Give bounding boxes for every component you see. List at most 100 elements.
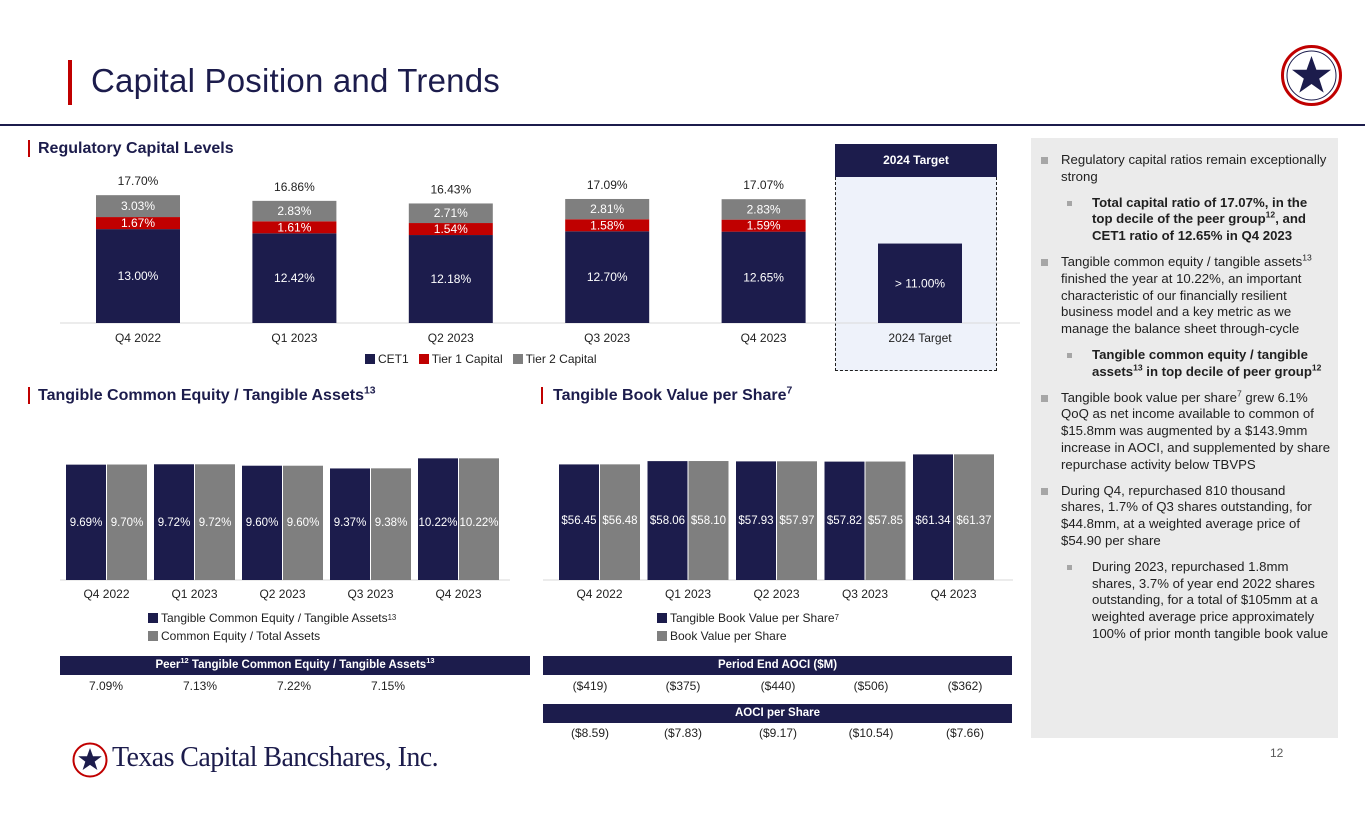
- bar-data-label: 12.65%: [743, 270, 784, 284]
- sub-bullet-item: Total capital ratio of 17.07%, in the to…: [1041, 195, 1331, 245]
- bar-tier-1-capital: [96, 217, 180, 230]
- bar-data-label: 2.83%: [747, 202, 781, 216]
- bar-total-label: 17.70%: [118, 174, 159, 188]
- bar-data-label: $57.85: [868, 515, 903, 527]
- bar-data-label: $58.10: [691, 515, 726, 527]
- aoci-value: ($375): [665, 679, 701, 693]
- x-tick-label: Q4 2022: [576, 587, 622, 601]
- bar-total-label: 17.09%: [587, 178, 628, 192]
- bar-data-label: $56.45: [561, 515, 596, 527]
- x-tick-label: Q1 2023: [171, 587, 217, 601]
- aoci-value: ($362): [947, 679, 983, 693]
- bullet-text: Tangible book value per share: [1061, 389, 1237, 405]
- bar-data-label: 12.18%: [430, 272, 471, 286]
- page-title: Capital Position and Trends: [91, 62, 500, 99]
- peer-value: 7.13%: [182, 679, 218, 693]
- bullet-item: Regulatory capital ratios remain excepti…: [1041, 152, 1331, 186]
- x-tick-label: Q2 2023: [428, 331, 474, 345]
- legend-item: CET1: [365, 352, 409, 366]
- bar-data-label: 2.83%: [277, 204, 311, 218]
- legend-swatch: [365, 354, 375, 364]
- bar-primary: [66, 464, 106, 580]
- bar-data-label: $58.06: [650, 515, 685, 527]
- legend-swatch: [657, 631, 667, 641]
- bar-primary: [824, 461, 865, 580]
- bar-data-label: 9.60%: [287, 517, 320, 529]
- aoci-share-value: ($10.54): [848, 726, 894, 740]
- tce-chart: 9.69% 9.70% Q4 2022 9.72% 9.72% Q1 2023 9.60% 9…: [60, 458, 510, 601]
- bar-primary: [559, 464, 599, 580]
- aoci-value: ($440): [760, 679, 796, 693]
- bullet-text: Total capital ratio of 17.07%, in the to…: [1092, 194, 1308, 227]
- bar-data-label: 13.00%: [118, 269, 159, 283]
- bullet-text: Regulatory capital ratios remain excepti…: [1061, 152, 1327, 184]
- legend-label: Tangible Book Value per Share: [670, 611, 835, 625]
- tce-title-footnote: 13: [363, 385, 376, 397]
- bar-data-label: 9.70%: [111, 517, 144, 529]
- x-tick-label: Q4 2022: [83, 587, 129, 601]
- footer-company-name: Texas Capital Bancshares, Inc.: [112, 742, 439, 773]
- legend-label: Book Value per Share: [670, 629, 787, 643]
- bar-tier-2-capital: [565, 198, 650, 220]
- bar-secondary: [688, 461, 729, 580]
- bar-secondary: [195, 464, 235, 580]
- footer-star-logo-icon: [72, 742, 108, 778]
- bar-data-label: 1.58%: [590, 218, 624, 232]
- tbv-chart: $56.45 $56.48 Q4 2022 $58.06 $58.10 Q1 2023 $5…: [543, 454, 1013, 601]
- bar-primary: [154, 464, 194, 580]
- bar-tier-1-capital: [721, 219, 806, 232]
- aoci-per-share-band: AOCI per Share: [543, 704, 1012, 723]
- x-tick-label: Q2 2023: [259, 587, 305, 601]
- bar-data-label: 2.71%: [434, 206, 468, 220]
- bar-data-label: 1.54%: [434, 222, 468, 236]
- bar-data-label: 9.69%: [70, 517, 103, 529]
- legend-item: Book Value per Share: [657, 629, 839, 643]
- tce-section-title: Tangible Common Equity / Tangible Assets…: [38, 385, 376, 405]
- bar-data-label: 1.67%: [121, 216, 155, 230]
- bar-primary: [330, 468, 370, 580]
- commentary-panel: [1031, 138, 1338, 738]
- bar-tier-1-capital: [408, 223, 493, 236]
- legend-label: Tier 1 Capital: [431, 352, 503, 366]
- bar-primary: [913, 454, 953, 580]
- x-tick-label: Q4 2023: [741, 331, 787, 345]
- x-tick-label: Q4 2022: [115, 331, 161, 345]
- tce-title-text: Tangible Common Equity / Tangible Assets: [38, 387, 364, 404]
- bar-data-label: 1.61%: [277, 220, 311, 234]
- aoci-share-value: ($7.66): [945, 726, 985, 740]
- bar-data-label: $57.82: [827, 515, 862, 527]
- section-accent-bar: [28, 387, 30, 404]
- bar-cet1: [252, 233, 337, 323]
- tbv-chart-legend: Tangible Book Value per Share 7 Book Value…: [657, 611, 849, 647]
- commentary-bullets: Regulatory capital ratios remain excepti…: [1041, 152, 1331, 652]
- bar-data-label: 9.60%: [246, 517, 279, 529]
- x-tick-label: Q3 2023: [584, 331, 630, 345]
- bullet-text: grew 6.1% QoQ as net income available to…: [1061, 389, 1331, 472]
- bar-tier-1-capital: [252, 221, 337, 234]
- bar-secondary: [600, 464, 640, 580]
- bar-data-label: $57.93: [738, 515, 773, 527]
- legend-item: Tangible Common Equity / Tangible Assets…: [148, 611, 396, 625]
- bar-cet1: [721, 231, 806, 323]
- bar-data-label: 12.70%: [587, 270, 628, 284]
- legend-swatch: [148, 631, 158, 641]
- footnote-ref: 13: [1302, 252, 1312, 263]
- bar-total-label: 16.86%: [274, 180, 315, 194]
- x-tick-label: Q4 2023: [930, 587, 976, 601]
- bar-secondary: [107, 464, 147, 580]
- x-tick-label: Q3 2023: [842, 587, 888, 601]
- bullet-text: Tangible common equity / tangible assets: [1092, 346, 1308, 379]
- tbv-title-text: Tangible Book Value per Share: [553, 387, 787, 404]
- bar-data-label: 3.03%: [121, 199, 155, 213]
- bar-primary: [242, 465, 282, 580]
- bar-tier-2-capital: [408, 203, 493, 224]
- aoci-band: Period End AOCI ($M): [543, 656, 1012, 675]
- bar-tier-1-capital: [565, 219, 650, 232]
- footnote-ref: 12: [1311, 362, 1322, 373]
- bar-data-label: 9.37%: [334, 517, 367, 529]
- bar-secondary: [777, 461, 817, 580]
- bar-secondary: [283, 465, 323, 580]
- bullet-text: finished the year at 10.22%, an importan…: [1061, 270, 1302, 337]
- aoci-share-value: ($8.59): [570, 726, 610, 740]
- peer-band-label: Peer: [155, 659, 181, 671]
